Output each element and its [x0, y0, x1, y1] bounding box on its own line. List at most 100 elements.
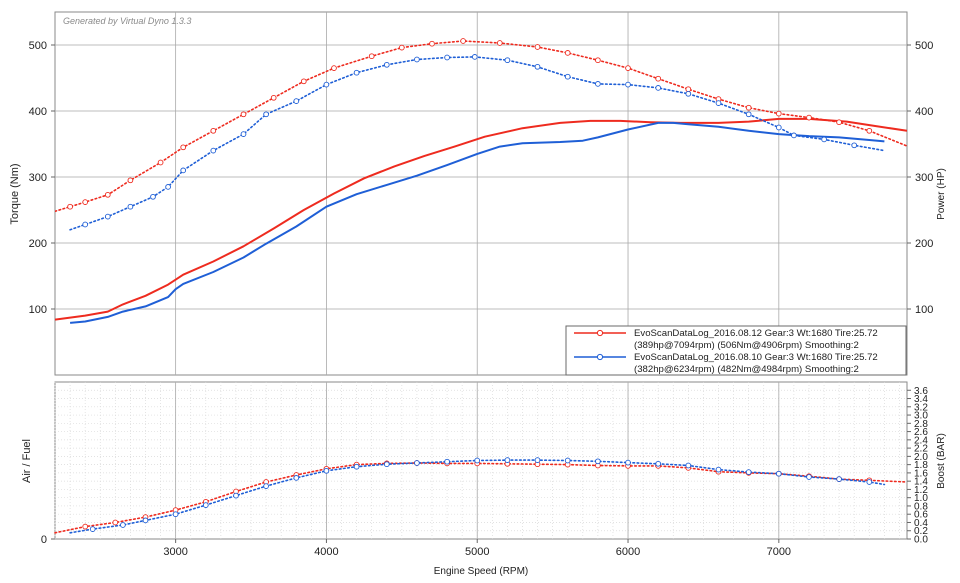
torque-axis-label: Torque (Nm) [9, 163, 21, 224]
boost-series-point [564, 457, 571, 464]
torque-tick-label: 100 [29, 304, 47, 316]
rpm-tick-label: 3000 [163, 546, 187, 558]
boost-series-point [715, 466, 722, 473]
torque-series-point [791, 132, 797, 139]
torque-series-point [180, 167, 187, 174]
boost-series-point [353, 463, 360, 470]
legend-marker-run1 [596, 329, 604, 337]
torque-tick-label: 200 [29, 238, 47, 250]
torque-series-point [715, 100, 722, 106]
boost-series-point [534, 457, 541, 463]
rpm-axis-ticks: 3000 4000 5000 6000 7000 [163, 539, 791, 558]
torque-series-point [429, 40, 435, 47]
boost-series-point [474, 457, 481, 464]
power-tick-label: 400 [915, 106, 933, 118]
boost-series-point [202, 502, 209, 508]
torque-series-point [165, 184, 171, 190]
torque-series-point [368, 53, 375, 60]
torque-series-point [444, 54, 450, 61]
boost-series-point [383, 461, 390, 468]
boost-tick-label: 1.0 [914, 493, 928, 504]
boost-tick-label: 0.2 [914, 526, 928, 537]
boost-series-point [233, 492, 239, 499]
torque-series-point [383, 61, 390, 68]
torque-series-point [745, 104, 752, 111]
boost-tick-label: 3.2 [914, 402, 928, 413]
torque-series-point [150, 193, 156, 200]
torque-series-point [104, 191, 111, 198]
air-fuel-axis-label: Air / Fuel [21, 439, 33, 483]
torque-series-point [460, 38, 466, 44]
engine-speed-axis-label: Engine Speed (RPM) [434, 566, 529, 577]
boost-axis-ticks: 0.00.20.40.60.81.01.21.41.61.82.02.22.42… [907, 386, 928, 546]
boost-series-point [685, 462, 692, 469]
boost-tick-label: 2.4 [914, 435, 928, 446]
torque-series-point [240, 131, 247, 137]
boost-series-point [655, 460, 662, 467]
boost-series-point [625, 459, 631, 466]
torque-series-point [127, 177, 134, 184]
bottom-series-group [54, 457, 908, 534]
legend-marker-run2 [596, 353, 604, 361]
power-tick-label: 300 [915, 172, 933, 184]
boost-tick-label: 3.4 [914, 394, 928, 405]
torque-series-point [595, 81, 601, 87]
torque-series-point [331, 65, 337, 71]
legend: EvoScanDataLog_2016.08.12 Gear:3 Wt:1680… [565, 325, 907, 376]
torque-series-point [270, 94, 277, 101]
torque-series-point [82, 199, 89, 205]
torque-series-point [655, 85, 662, 91]
boost-tick-label: 3.0 [914, 411, 928, 422]
boost-series-point [323, 467, 330, 474]
boost-series-point [775, 470, 782, 477]
boost-series-point [595, 458, 601, 465]
boost-tick-label: 1.8 [914, 460, 928, 471]
torque-series-point [685, 90, 692, 97]
boost-series-point [414, 460, 420, 466]
boost-tick-label: 3.6 [914, 386, 928, 397]
torque-series-point [67, 203, 73, 210]
boost-series-point [293, 475, 300, 481]
boost-series-point [444, 458, 450, 465]
torque-series-point [504, 57, 511, 64]
boost-series-point [504, 457, 511, 463]
boost-tick-label: 1.4 [914, 477, 928, 488]
air-fuel-axis-ticks: 0 [41, 534, 55, 546]
torque-axis-ticks: 100 200 300 400 500 [29, 40, 55, 316]
torque-series-point [300, 78, 307, 85]
torque-series-point [353, 69, 360, 76]
boost-tick-label: 2.0 [914, 452, 928, 463]
boost-tick-label: 1.2 [914, 485, 928, 496]
power-series-line-0 [55, 117, 907, 321]
torque-series-point [685, 86, 692, 93]
torque-series-point [323, 81, 330, 88]
torque-series-point [398, 44, 405, 51]
torque-series-point [595, 57, 601, 64]
power-tick-label: 100 [915, 304, 933, 316]
air-fuel-tick-label: 0 [41, 534, 47, 546]
boost-tick-label: 2.2 [914, 444, 928, 455]
torque-series-point [471, 54, 478, 60]
boost-axis-label: Boost (BAR) [936, 433, 947, 489]
boost-series-point [172, 511, 179, 518]
boost-series-point [89, 526, 96, 532]
power-tick-label: 500 [915, 40, 933, 52]
torque-series-point [240, 111, 247, 118]
torque-series-point [655, 75, 662, 82]
torque-tick-label: 400 [29, 106, 47, 118]
power-axis-label: Power (HP) [936, 168, 947, 220]
boost-tick-label: 0.4 [914, 518, 928, 529]
legend-box [565, 325, 907, 376]
torque-series-point [745, 111, 752, 118]
boost-tick-label: 0.6 [914, 510, 928, 521]
torque-series-point [210, 147, 217, 154]
boost-series-point [836, 476, 842, 482]
rpm-tick-label: 5000 [465, 546, 489, 558]
torque-series-point [775, 110, 782, 117]
power-series-line-1 [70, 121, 885, 324]
watermark: Generated by Virtual Dyno 1.3.3 [63, 16, 191, 26]
torque-series-point [263, 111, 269, 118]
boost-tick-label: 2.6 [914, 427, 928, 438]
torque-series-point [496, 40, 503, 46]
boost-tick-label: 0.0 [914, 535, 928, 546]
